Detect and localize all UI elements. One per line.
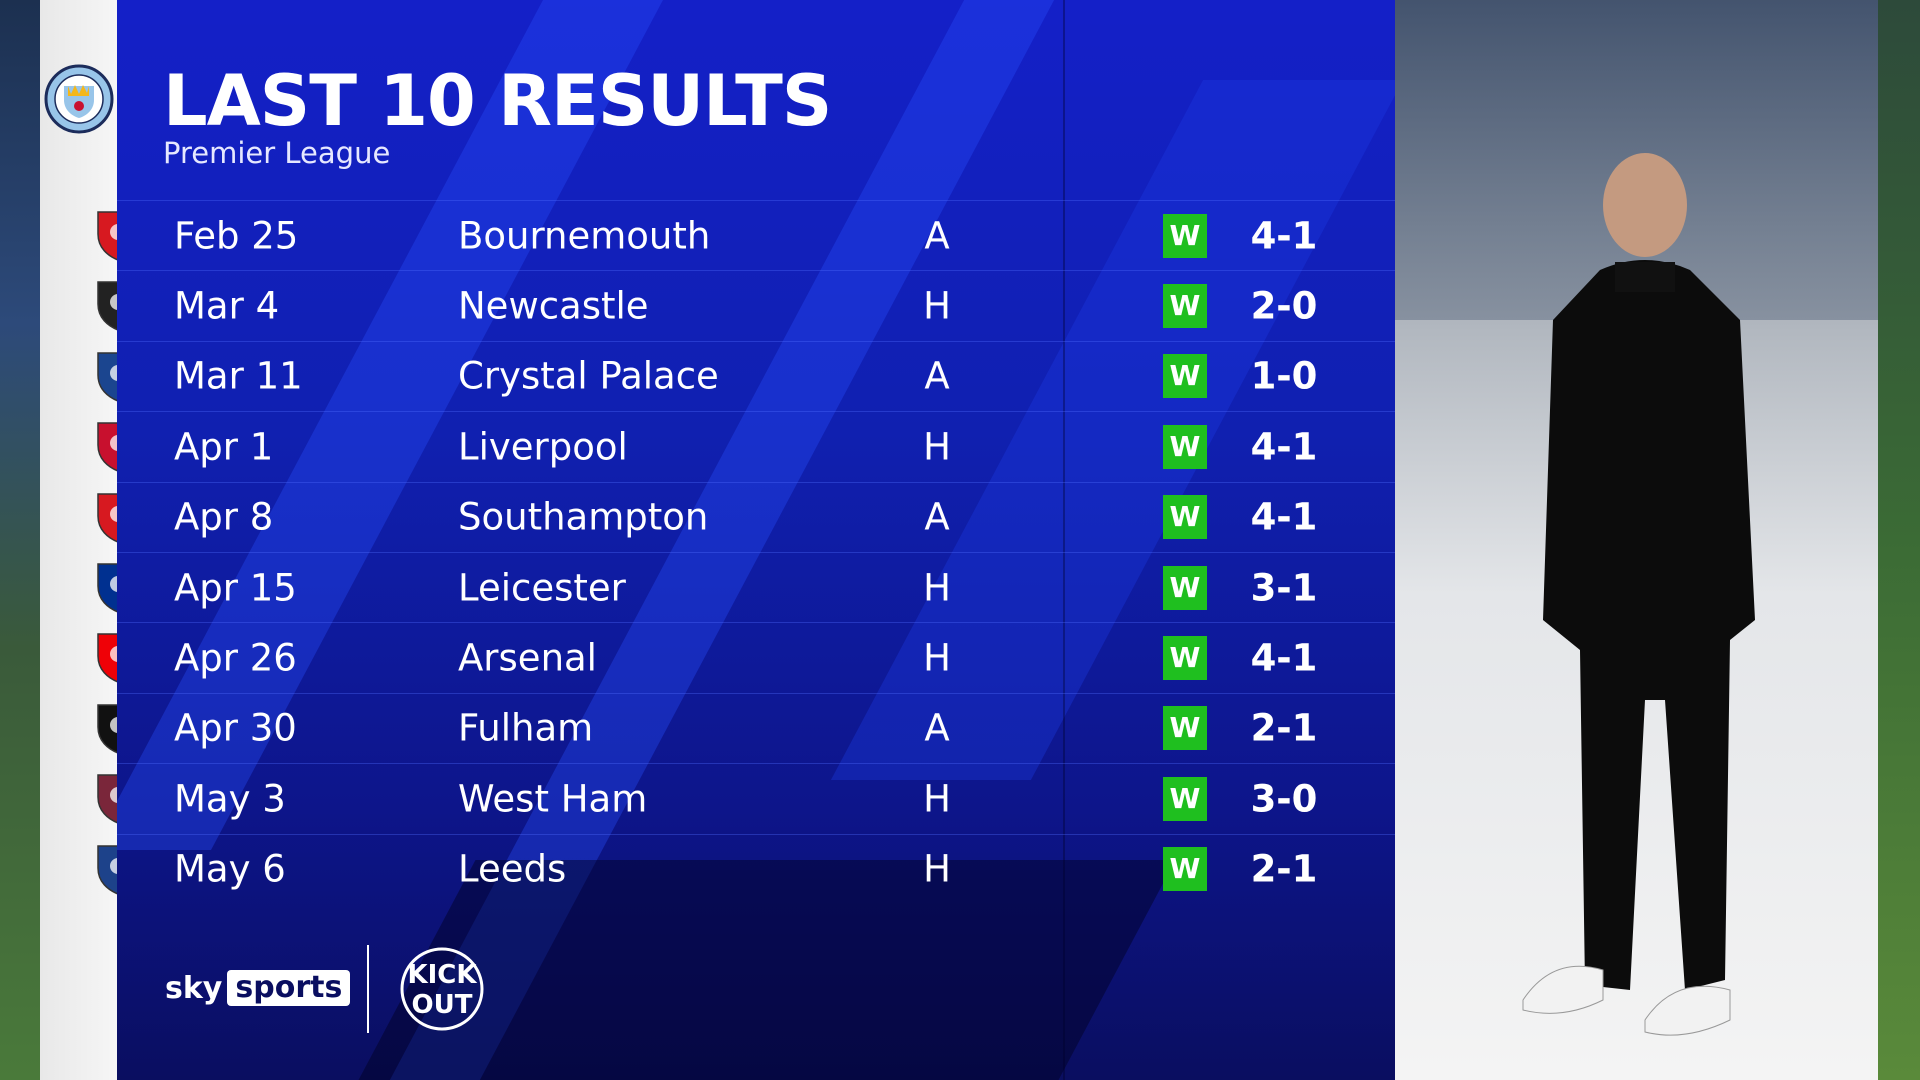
- manager-photo: [1395, 0, 1878, 1080]
- result-row: Apr 26 Arsenal H W 4-1: [117, 622, 1395, 692]
- result-row: Apr 1 Liverpool H W 4-1: [117, 411, 1395, 481]
- result-row: May 6 Leeds H W 2-1: [117, 833, 1395, 904]
- opponent-name: Fulham: [458, 706, 594, 750]
- score: 3-1: [1250, 566, 1318, 609]
- sports-text: sports: [227, 970, 351, 1006]
- sky-sports-logo: sky sports: [165, 970, 351, 1006]
- result-badge: W: [1163, 495, 1207, 540]
- opponent-name: Bournemouth: [458, 214, 711, 257]
- venue: A: [924, 214, 950, 257]
- result-badge: W: [1163, 635, 1207, 680]
- score: 4-1: [1250, 495, 1318, 539]
- match-date: Feb 25: [174, 214, 299, 257]
- result-row: Mar 11 Crystal Palace A W 1-0: [117, 340, 1395, 411]
- score: 4-1: [1250, 214, 1318, 257]
- stadium-background-left: [0, 0, 40, 1080]
- result-badge: W: [1163, 283, 1207, 328]
- result-row: Mar 4 Newcastle H W 2-0: [117, 270, 1395, 340]
- score: 3-0: [1250, 777, 1318, 821]
- column-divider: [1063, 0, 1065, 1080]
- venue: A: [924, 354, 950, 398]
- result-badge: W: [1163, 354, 1207, 399]
- opponent-name: Crystal Palace: [458, 354, 719, 398]
- svg-text:KICK: KICK: [407, 960, 477, 990]
- opponent-name: Arsenal: [458, 636, 597, 680]
- match-date: Apr 30: [174, 706, 297, 750]
- result-row: Feb 25 Bournemouth A W 4-1: [117, 200, 1395, 270]
- opponent-name: Southampton: [458, 495, 709, 539]
- crest-strip: [40, 0, 139, 1080]
- venue: A: [924, 495, 950, 539]
- result-badge: W: [1163, 706, 1207, 751]
- result-badge: W: [1163, 213, 1207, 258]
- stadium-background-right: [1878, 0, 1920, 1080]
- opponent-name: Liverpool: [458, 425, 628, 469]
- logo-divider: [367, 945, 369, 1033]
- score: 2-0: [1250, 284, 1318, 328]
- score: 2-1: [1250, 847, 1318, 891]
- page-title: LAST 10 RESULTS: [163, 60, 832, 142]
- match-date: Apr 1: [174, 425, 274, 469]
- opponent-name: Leeds: [458, 847, 567, 891]
- competition-subtitle: Premier League: [163, 136, 391, 170]
- result-badge: W: [1163, 847, 1207, 892]
- score: 1-0: [1250, 354, 1318, 398]
- result-badge: W: [1163, 424, 1207, 469]
- venue: H: [923, 636, 951, 680]
- result-row: Apr 15 Leicester H W 3-1: [117, 552, 1395, 622]
- results-panel: LAST 10 RESULTS Premier League Feb 25 Bo…: [117, 0, 1395, 1080]
- venue: H: [923, 566, 951, 609]
- venue: H: [923, 425, 951, 469]
- venue: H: [923, 284, 951, 328]
- match-date: Apr 26: [174, 636, 297, 680]
- match-date: May 3: [174, 777, 286, 821]
- svg-text:OUT: OUT: [412, 990, 473, 1020]
- manager-figure-icon: [1522, 153, 1755, 1036]
- score: 4-1: [1250, 425, 1318, 469]
- match-date: May 6: [174, 847, 286, 891]
- result-row: Apr 30 Fulham A W 2-1: [117, 692, 1395, 763]
- result-badge: W: [1163, 776, 1207, 821]
- kick-it-out-logo-icon: KICK OUT: [400, 947, 484, 1031]
- match-date: Mar 4: [174, 284, 280, 328]
- score: 2-1: [1250, 706, 1318, 750]
- match-date: Apr 15: [174, 566, 297, 609]
- result-row: May 3 West Ham H W 3-0: [117, 763, 1395, 833]
- match-date: Apr 8: [174, 495, 274, 539]
- score: 4-1: [1250, 636, 1318, 680]
- match-date: Mar 11: [174, 354, 303, 398]
- venue: A: [924, 706, 950, 750]
- result-row: Apr 8 Southampton A W 4-1: [117, 481, 1395, 552]
- sky-text: sky: [165, 970, 223, 1006]
- opponent-name: West Ham: [458, 777, 648, 821]
- venue: H: [923, 777, 951, 821]
- manchester-city-crest-icon: [44, 64, 114, 134]
- opponent-name: Leicester: [458, 566, 626, 609]
- venue: H: [923, 847, 951, 891]
- opponent-name: Newcastle: [458, 284, 649, 328]
- result-badge: W: [1163, 565, 1207, 610]
